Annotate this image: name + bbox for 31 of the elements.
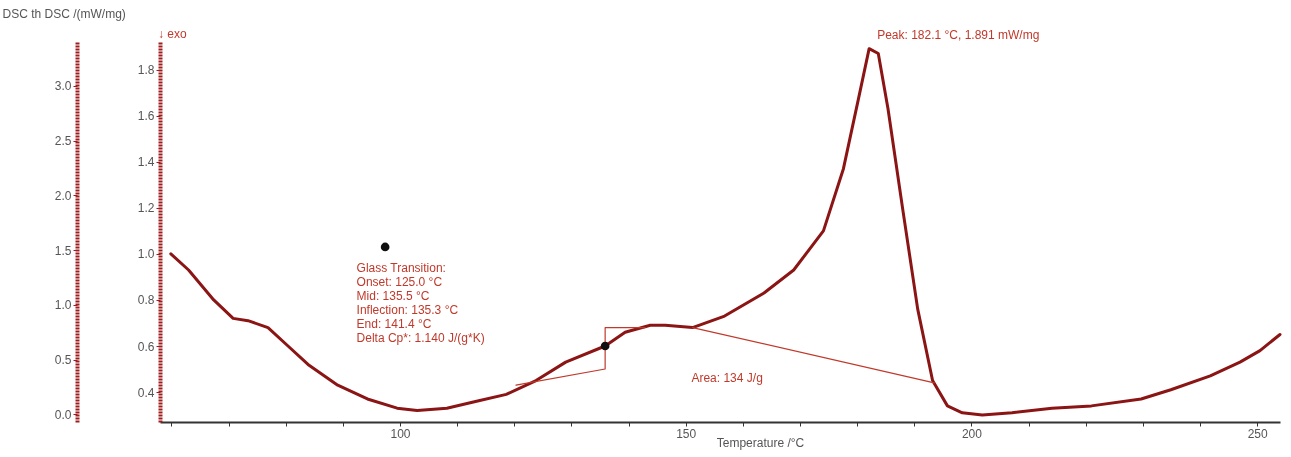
annotation: Glass Transition: <box>356 260 446 275</box>
annotation: Peak: 182.1 °C, 1.891 mW/mg <box>877 27 1040 42</box>
y2-tick-label: 0.5 <box>54 353 72 368</box>
x-tick-label: 200 <box>961 426 983 441</box>
y2-axis-title: DSC th DSC /(mW/mg) <box>2 6 126 21</box>
y-tick-label: 0.4 <box>137 385 155 400</box>
x-tick-label: 150 <box>676 426 697 441</box>
annotation: Area: 134 J/g <box>691 371 763 386</box>
y-tick-label: 1.8 <box>137 63 155 78</box>
y2-tick-label: 3.0 <box>54 79 72 94</box>
line-series <box>169 47 1282 417</box>
y-tick-label: 1.4 <box>137 155 155 170</box>
annotation: Onset: 125.0 °C <box>356 274 443 289</box>
y2-tick-label: 1.0 <box>54 298 72 313</box>
annotation: Delta Cp*: 1.140 J/(g*K) <box>356 330 485 345</box>
y-tick-label: 1.0 <box>137 247 155 262</box>
y2-tick-label: 0.0 <box>54 407 72 422</box>
x-tick-label: 250 <box>1247 426 1268 441</box>
text: ↓ exo <box>158 27 188 41</box>
y2-tick-label: 2.0 <box>54 188 72 203</box>
x-tick-label: 100 <box>390 426 411 441</box>
annotation: Mid: 135.5 °C <box>356 288 430 303</box>
y-tick-label: 1.6 <box>137 109 155 124</box>
y-tick-label: 1.2 <box>137 201 155 216</box>
y-tick-label: 0.6 <box>137 339 155 354</box>
annotation: Inflection: 135.3 °C <box>356 302 459 317</box>
y-tick-label: 0.8 <box>137 293 155 308</box>
y2-tick-label: 2.5 <box>54 134 72 149</box>
annotation: End: 141.4 °C <box>356 316 432 331</box>
y2-tick-label: 1.5 <box>54 243 72 258</box>
x-axis-title: Temperature /°C <box>716 435 805 450</box>
